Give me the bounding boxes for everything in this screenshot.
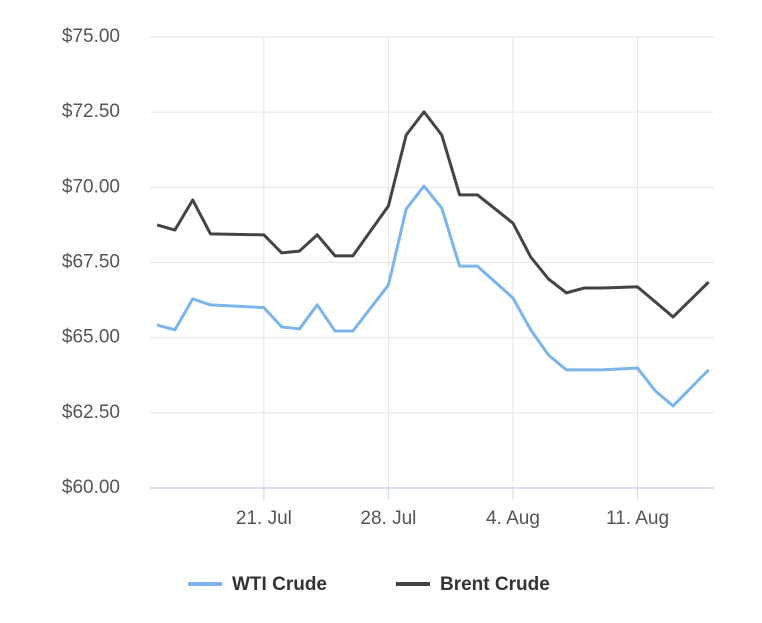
y-tick-label: $75.00: [62, 26, 120, 47]
y-tick-label: $62.50: [62, 402, 120, 423]
y-tick-label: $60.00: [62, 477, 120, 498]
x-tick-label: 21. Jul: [236, 508, 292, 529]
line: [156, 110, 710, 319]
y-tick-label: $67.50: [62, 252, 120, 273]
legend-label: Brent Crude: [440, 574, 550, 595]
x-tick-label: 11. Aug: [606, 508, 669, 529]
x-tick-label: 4. Aug: [486, 508, 540, 529]
line: [156, 184, 710, 408]
y-tick-label: $65.00: [62, 327, 120, 348]
legend-label: WTI Crude: [232, 574, 327, 595]
x-tick-label: 28. Jul: [360, 508, 416, 529]
y-tick-label: $70.00: [62, 176, 120, 197]
y-tick-label: $72.50: [62, 101, 120, 122]
